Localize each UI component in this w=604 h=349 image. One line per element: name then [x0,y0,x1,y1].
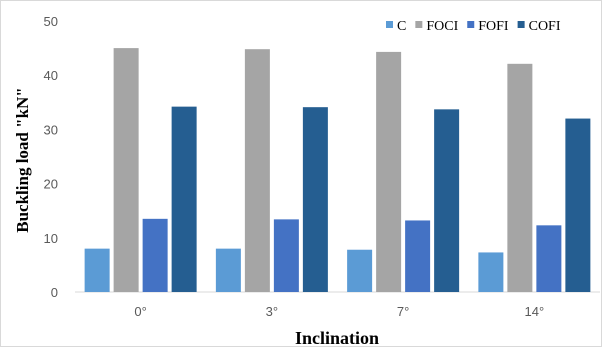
legend-label-foci: FOCI [426,19,458,34]
y-tick-label: 20 [44,177,58,192]
legend-label-cofi: COFI [529,19,561,34]
bar-fofi-2 [405,220,431,292]
bar-c-2 [347,249,373,292]
x-axis-title: Inclination [295,328,379,348]
bar-cofi-2 [434,109,460,292]
bar-fofi-0 [142,218,168,292]
x-tick-label: 14° [525,304,545,319]
y-tick-label: 10 [44,231,58,246]
x-tick-label: 0° [134,304,146,319]
y-tick-label: 0 [51,285,58,300]
x-tick-label: 3° [266,304,278,319]
y-tick-label: 40 [44,68,58,83]
bar-fofi-3 [536,225,562,292]
legend-swatch-foci [415,21,423,28]
y-tick-label: 50 [44,14,58,29]
bar-foci-0 [113,48,139,292]
bar-fofi-1 [273,219,299,292]
y-axis-title: Buckling load "kN" [13,87,32,232]
bar-c-1 [215,248,241,292]
bar-cofi-3 [565,118,591,292]
legend-swatch-cofi [517,21,525,28]
bar-foci-3 [507,63,533,293]
legend: C FOCI FOFI COFI [386,19,561,34]
bar-c-0 [84,248,110,292]
y-axis-ticks: 0 10 20 30 40 50 [44,14,58,300]
bar-cofi-0 [171,106,197,292]
bar-c-3 [478,252,504,292]
y-tick-label: 30 [44,122,58,137]
bars [84,48,591,293]
x-axis-ticks: 0° 3° 7° 14° [134,304,544,319]
bar-foci-1 [244,49,270,293]
legend-swatch-c [386,21,393,28]
legend-swatch-fofi [467,21,475,28]
bar-foci-2 [376,51,402,293]
legend-label-fofi: FOFI [478,19,509,34]
x-tick-label: 7° [397,304,409,319]
bar-cofi-1 [302,107,328,292]
legend-label-c: C [397,19,406,34]
